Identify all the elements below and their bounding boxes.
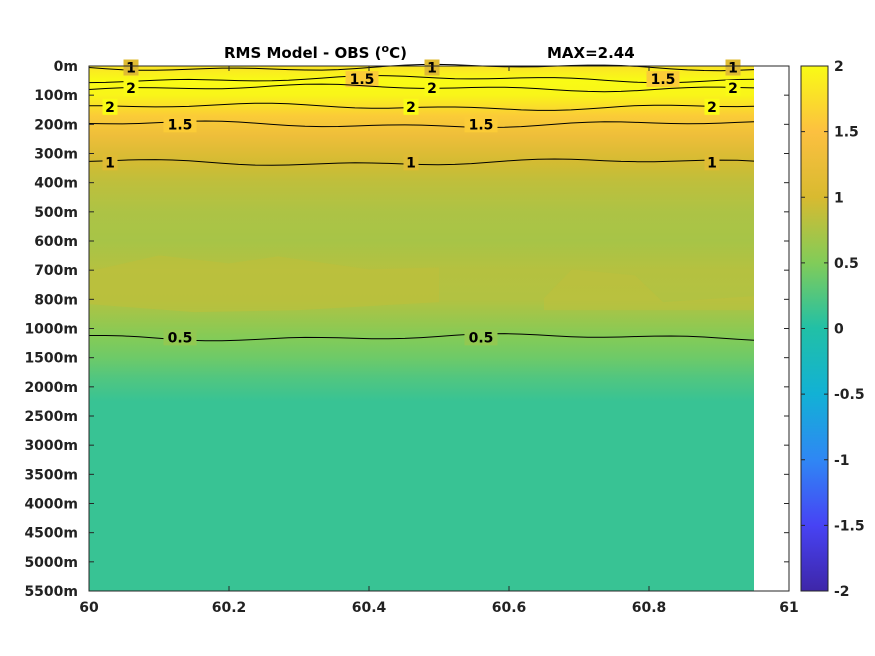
colorbar-tick-label: 2 <box>834 59 844 75</box>
contour-label-bg <box>704 98 720 115</box>
colorbar: 2 1.5 1 0.5 0 -0.5 -1 -1.5 -2 <box>800 59 865 600</box>
contour-label: 2 <box>427 81 437 97</box>
field-patch <box>89 255 439 313</box>
y-tick-label: 600m <box>34 234 78 250</box>
contour-label: 2 <box>126 81 136 97</box>
y-tick-label: 5500m <box>24 584 78 600</box>
title-superscript: o <box>382 42 390 55</box>
contour-label: 1.5 <box>350 72 375 88</box>
y-tick-label: 100m <box>34 88 78 104</box>
chart-title: RMS Model - OBS (oC) <box>224 42 407 62</box>
y-tick-label: 700m <box>34 263 78 279</box>
y-tick-label: 2000m <box>24 380 78 396</box>
colorbar-tick-label: 1 <box>834 190 844 206</box>
contour-label-bg <box>464 116 498 133</box>
contour-label: 1 <box>126 61 136 77</box>
contour-label: 0.5 <box>469 330 494 346</box>
contour-line <box>88 75 755 84</box>
contour-label-bg <box>646 71 680 88</box>
contour-label-bg <box>704 154 720 171</box>
contour-label-bg <box>403 98 419 115</box>
y-tick-label: 1500m <box>24 351 78 367</box>
contour-label-bg <box>725 79 741 96</box>
x-tick-label: 61 <box>779 600 798 616</box>
contour-label: 1.5 <box>168 117 193 133</box>
colorbar-ticks: 2 1.5 1 0.5 0 -0.5 -1 -1.5 -2 <box>801 59 865 600</box>
contour-label: 2 <box>728 81 738 97</box>
contour-label-bg <box>464 329 498 346</box>
y-tick-label: 3000m <box>24 438 78 454</box>
contour-label-bg <box>424 59 440 76</box>
contour-label: 1.5 <box>469 117 494 133</box>
title-main: RMS Model - OBS ( <box>224 44 382 62</box>
contour-label-bg <box>345 71 379 88</box>
contour-lines: 1 1 11.5 1.52 2 22 2 21.5 1.51 1 10.5 0.5 <box>88 59 755 346</box>
contour-label-bg <box>163 116 197 133</box>
colorbar-tick-label: 1.5 <box>834 125 859 141</box>
y-tick-label: 5000m <box>24 555 78 571</box>
y-tick-label: 800m <box>34 292 78 308</box>
colorbar-tick-label: -1 <box>834 453 850 469</box>
colorbar-tick-label: -1.5 <box>834 518 865 534</box>
y-tick-label: 1000m <box>24 322 78 338</box>
y-tick-label: 3500m <box>24 467 78 483</box>
contour-label: 0.5 <box>168 330 193 346</box>
contour-label: 2 <box>406 100 416 116</box>
contour-label: 1 <box>707 155 717 171</box>
title-unit: C) <box>389 44 407 62</box>
field-patch <box>544 269 754 311</box>
colorbar-tick-label: -2 <box>834 584 850 600</box>
colorbar-scale <box>800 65 829 592</box>
contour-label-bg <box>424 79 440 96</box>
x-tick-label: 60.2 <box>212 600 247 616</box>
contour-label-bg <box>123 79 139 96</box>
heatmap-field <box>89 66 754 591</box>
contour-label: 1 <box>105 155 115 171</box>
contour-line <box>88 120 755 129</box>
contour-line <box>88 83 755 93</box>
contour-line <box>88 102 755 111</box>
x-axis: 60 60.2 60.4 60.6 60.8 61 <box>79 66 799 616</box>
x-tick-label: 60.8 <box>632 600 667 616</box>
y-axis: 0m 100m 200m 300m 400m 500m 600m 700m 800m 1000m 1… <box>24 59 789 600</box>
y-tick-label: 300m <box>34 147 78 163</box>
y-tick-label: 400m <box>34 176 78 192</box>
y-tick-label: 200m <box>34 117 78 133</box>
y-tick-label: 4000m <box>24 497 78 513</box>
field-patches <box>89 255 754 313</box>
y-tick-label: 500m <box>34 205 78 221</box>
contour-line <box>88 158 755 166</box>
contour-label: 2 <box>105 100 115 116</box>
contour-label-bg <box>123 59 139 76</box>
contour-label: 1 <box>728 61 738 77</box>
contour-label: 1 <box>406 155 416 171</box>
contour-label-bg <box>102 154 118 171</box>
chart-max-label: MAX=2.44 <box>547 44 635 62</box>
contour-label: 1.5 <box>651 72 676 88</box>
x-tick-label: 60 <box>79 600 99 616</box>
contour-label: 2 <box>707 100 717 116</box>
y-tick-label: 4500m <box>24 526 78 542</box>
colorbar-tick-label: 0 <box>834 322 844 338</box>
contour-label-bg <box>163 329 197 346</box>
contour-line <box>89 333 755 342</box>
contour-label: 1 <box>427 61 437 77</box>
colorbar-tick-label: -0.5 <box>834 387 865 403</box>
contour-line <box>88 63 755 72</box>
contour-label-bg <box>403 154 419 171</box>
plot-area: 1 1 11.5 1.52 2 22 2 21.5 1.51 1 10.5 0.5 0m100m200… <box>24 59 798 616</box>
colorbar-tick-label: 0.5 <box>834 256 859 272</box>
y-tick-label: 2500m <box>24 409 78 425</box>
y-tick-label: 0m <box>54 59 78 75</box>
x-tick-label: 60.6 <box>492 600 527 616</box>
x-tick-label: 60.4 <box>352 600 387 616</box>
contour-label-bg <box>725 59 741 76</box>
contour-label-bg <box>102 98 118 115</box>
